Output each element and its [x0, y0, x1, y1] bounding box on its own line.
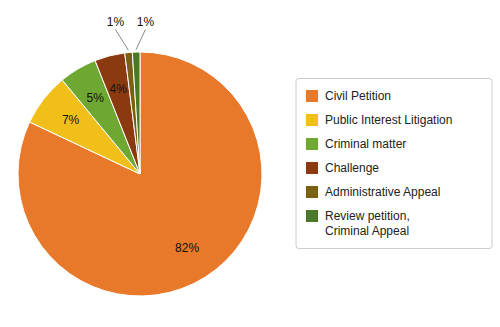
legend-frame	[296, 79, 492, 249]
pie-slice	[18, 52, 262, 296]
data-label: 4%	[109, 82, 127, 96]
pie-slice	[125, 52, 140, 174]
chart-container: 82% 7% 5% 4% 1% 1% Civil Petition Public Intere…	[0, 0, 500, 327]
data-label: 7%	[62, 113, 80, 127]
legend-swatch	[306, 90, 318, 102]
data-label: 1%	[137, 15, 155, 29]
data-label: 1%	[107, 15, 125, 29]
legend-swatch	[306, 186, 318, 198]
data-label: 5%	[87, 91, 105, 105]
legend-label: Review petition,Criminal Appeal	[325, 209, 410, 238]
pie-slice	[95, 53, 140, 174]
legend-label: Public Interest Litigation	[325, 113, 452, 127]
legend-swatch	[306, 114, 318, 126]
legend-swatch	[306, 210, 318, 222]
pie-slice	[132, 52, 140, 174]
data-labels: 82% 7% 5% 4% 1% 1%	[62, 15, 199, 256]
legend: Civil Petition Public Interest Litigation…	[296, 79, 492, 249]
legend-swatch	[306, 138, 318, 150]
slices	[18, 52, 262, 296]
legend-label: Civil Petition	[325, 89, 391, 103]
leader-line	[115, 30, 128, 51]
leader-line	[136, 30, 145, 50]
legend-label: Challenge	[325, 161, 379, 175]
legend-label: Administrative Appeal	[325, 185, 440, 199]
chart-svg: 82% 7% 5% 4% 1% 1% Civil Petition Public Intere…	[0, 0, 500, 327]
legend-swatch	[306, 162, 318, 174]
data-label: 82%	[175, 241, 199, 255]
legend-label: Criminal matter	[325, 137, 406, 151]
